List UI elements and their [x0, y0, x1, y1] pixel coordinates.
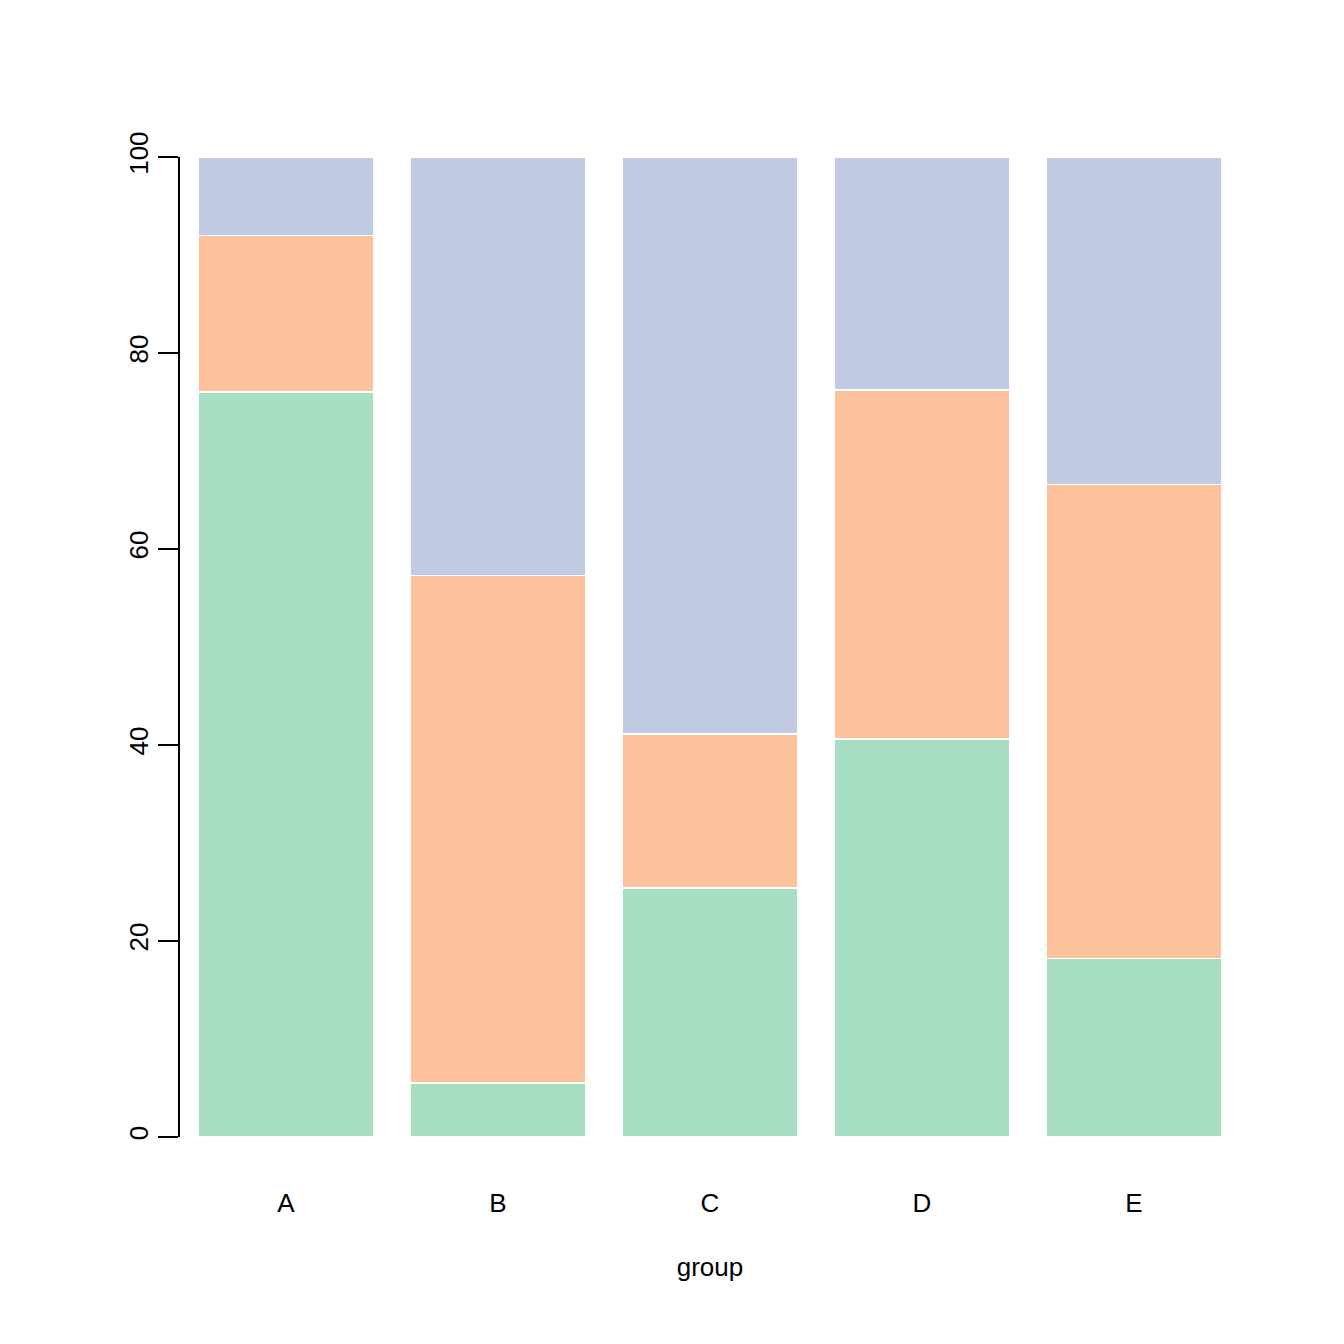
- svg-text:C: C: [701, 1188, 720, 1218]
- svg-text:group: group: [677, 1252, 744, 1282]
- svg-text:80: 80: [124, 335, 154, 364]
- svg-text:A: A: [277, 1188, 295, 1218]
- svg-text:E: E: [1125, 1188, 1142, 1218]
- svg-text:D: D: [913, 1188, 932, 1218]
- svg-text:B: B: [489, 1188, 506, 1218]
- svg-text:0: 0: [124, 1126, 154, 1140]
- svg-text:40: 40: [124, 727, 154, 756]
- svg-text:60: 60: [124, 531, 154, 560]
- svg-text:100: 100: [124, 131, 154, 174]
- svg-text:20: 20: [124, 923, 154, 952]
